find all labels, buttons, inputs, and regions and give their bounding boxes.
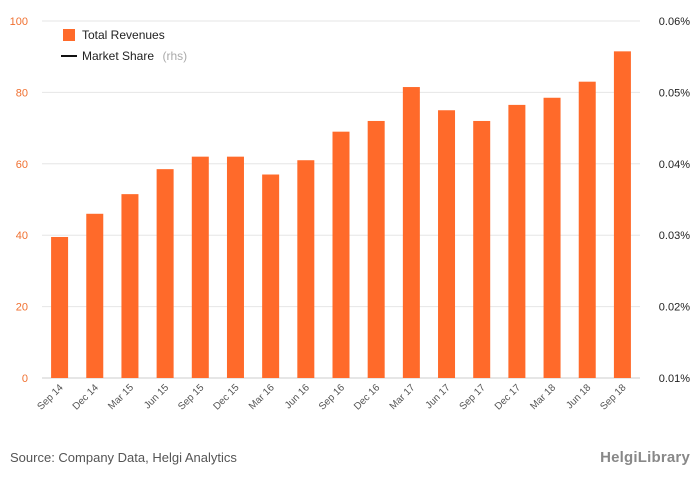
- revenue-bar: [262, 174, 280, 378]
- right-tick-label: 0.04%: [659, 159, 690, 171]
- legend-label-rhs: (rhs): [162, 49, 187, 63]
- x-tick-label: Sep 17: [458, 382, 488, 412]
- left-tick-label: 20: [16, 302, 28, 314]
- left-tick-label: 0: [22, 373, 28, 385]
- x-tick-label: Dec 14: [71, 382, 101, 412]
- legend-swatch-revenues: [63, 29, 75, 41]
- revenue-bar: [508, 104, 526, 379]
- helgi-library-logo: HelgiLibrary: [600, 449, 690, 466]
- revenue-bar: [156, 169, 174, 378]
- x-tick-label: Sep 18: [598, 382, 628, 412]
- revenue-bar: [402, 87, 420, 379]
- x-tick-label: Dec 17: [493, 382, 523, 412]
- legend-entry-market-share: Market Share (rhs): [82, 47, 187, 64]
- x-tick-label: Sep 14: [36, 382, 66, 412]
- legend-label-market-share: Market Share: [82, 49, 154, 63]
- x-tick-label: Jun 17: [424, 382, 453, 411]
- right-tick-label: 0.02%: [659, 302, 690, 314]
- x-tick-label: Sep 16: [317, 382, 347, 412]
- revenue-bar: [121, 194, 139, 378]
- revenue-bar: [613, 51, 631, 378]
- revenue-bar: [226, 156, 244, 378]
- x-tick-label: Mar 17: [388, 382, 418, 412]
- x-tick-label: Jun 18: [564, 382, 593, 411]
- source-note: Source: Company Data, Helgi Analytics: [10, 450, 237, 465]
- x-tick-label: Mar 18: [528, 382, 558, 412]
- legend: Total Revenues Market Share (rhs): [61, 28, 187, 64]
- x-tick-label: Jun 15: [142, 382, 171, 411]
- x-tick-label: Dec 15: [211, 382, 241, 412]
- revenue-bar: [543, 97, 561, 378]
- right-tick-label: 0.03%: [659, 230, 690, 242]
- x-tick-label: Mar 15: [106, 382, 136, 412]
- revenue-bar: [438, 110, 456, 378]
- right-axis: 0.01% 0.02% 0.03% 0.04% 0.05% 0.06%: [659, 16, 690, 385]
- left-tick-label: 40: [16, 230, 28, 242]
- right-tick-label: 0.06%: [659, 16, 690, 28]
- x-tick-label: Dec 16: [352, 382, 382, 412]
- revenue-bar: [578, 81, 596, 378]
- revenue-bar: [473, 120, 491, 379]
- revenue-bar: [367, 120, 385, 379]
- x-tick-label: Mar 16: [247, 382, 277, 412]
- revenue-bar: [297, 160, 315, 378]
- revenue-bar: [332, 131, 350, 378]
- x-axis: Sep 14 Dec 14 Mar 15 Jun 15 Sep 15 Dec 15 Mar …: [36, 382, 629, 413]
- left-tick-label: 60: [16, 159, 28, 171]
- x-tick-label: Sep 15: [176, 382, 206, 412]
- left-tick-label: 80: [16, 87, 28, 99]
- revenue-bar: [51, 236, 69, 378]
- right-tick-label: 0.05%: [659, 87, 690, 99]
- left-axis: 0 20 40 60 80 100: [10, 16, 28, 385]
- left-tick-label: 100: [10, 16, 28, 28]
- revenue-bars: [51, 51, 631, 379]
- x-tick-label: Jun 16: [283, 382, 312, 411]
- revenue-bar: [86, 213, 104, 378]
- legend-label-revenues: Total Revenues: [82, 28, 165, 42]
- revenue-bar: [191, 156, 209, 378]
- right-tick-label: 0.01%: [659, 373, 690, 385]
